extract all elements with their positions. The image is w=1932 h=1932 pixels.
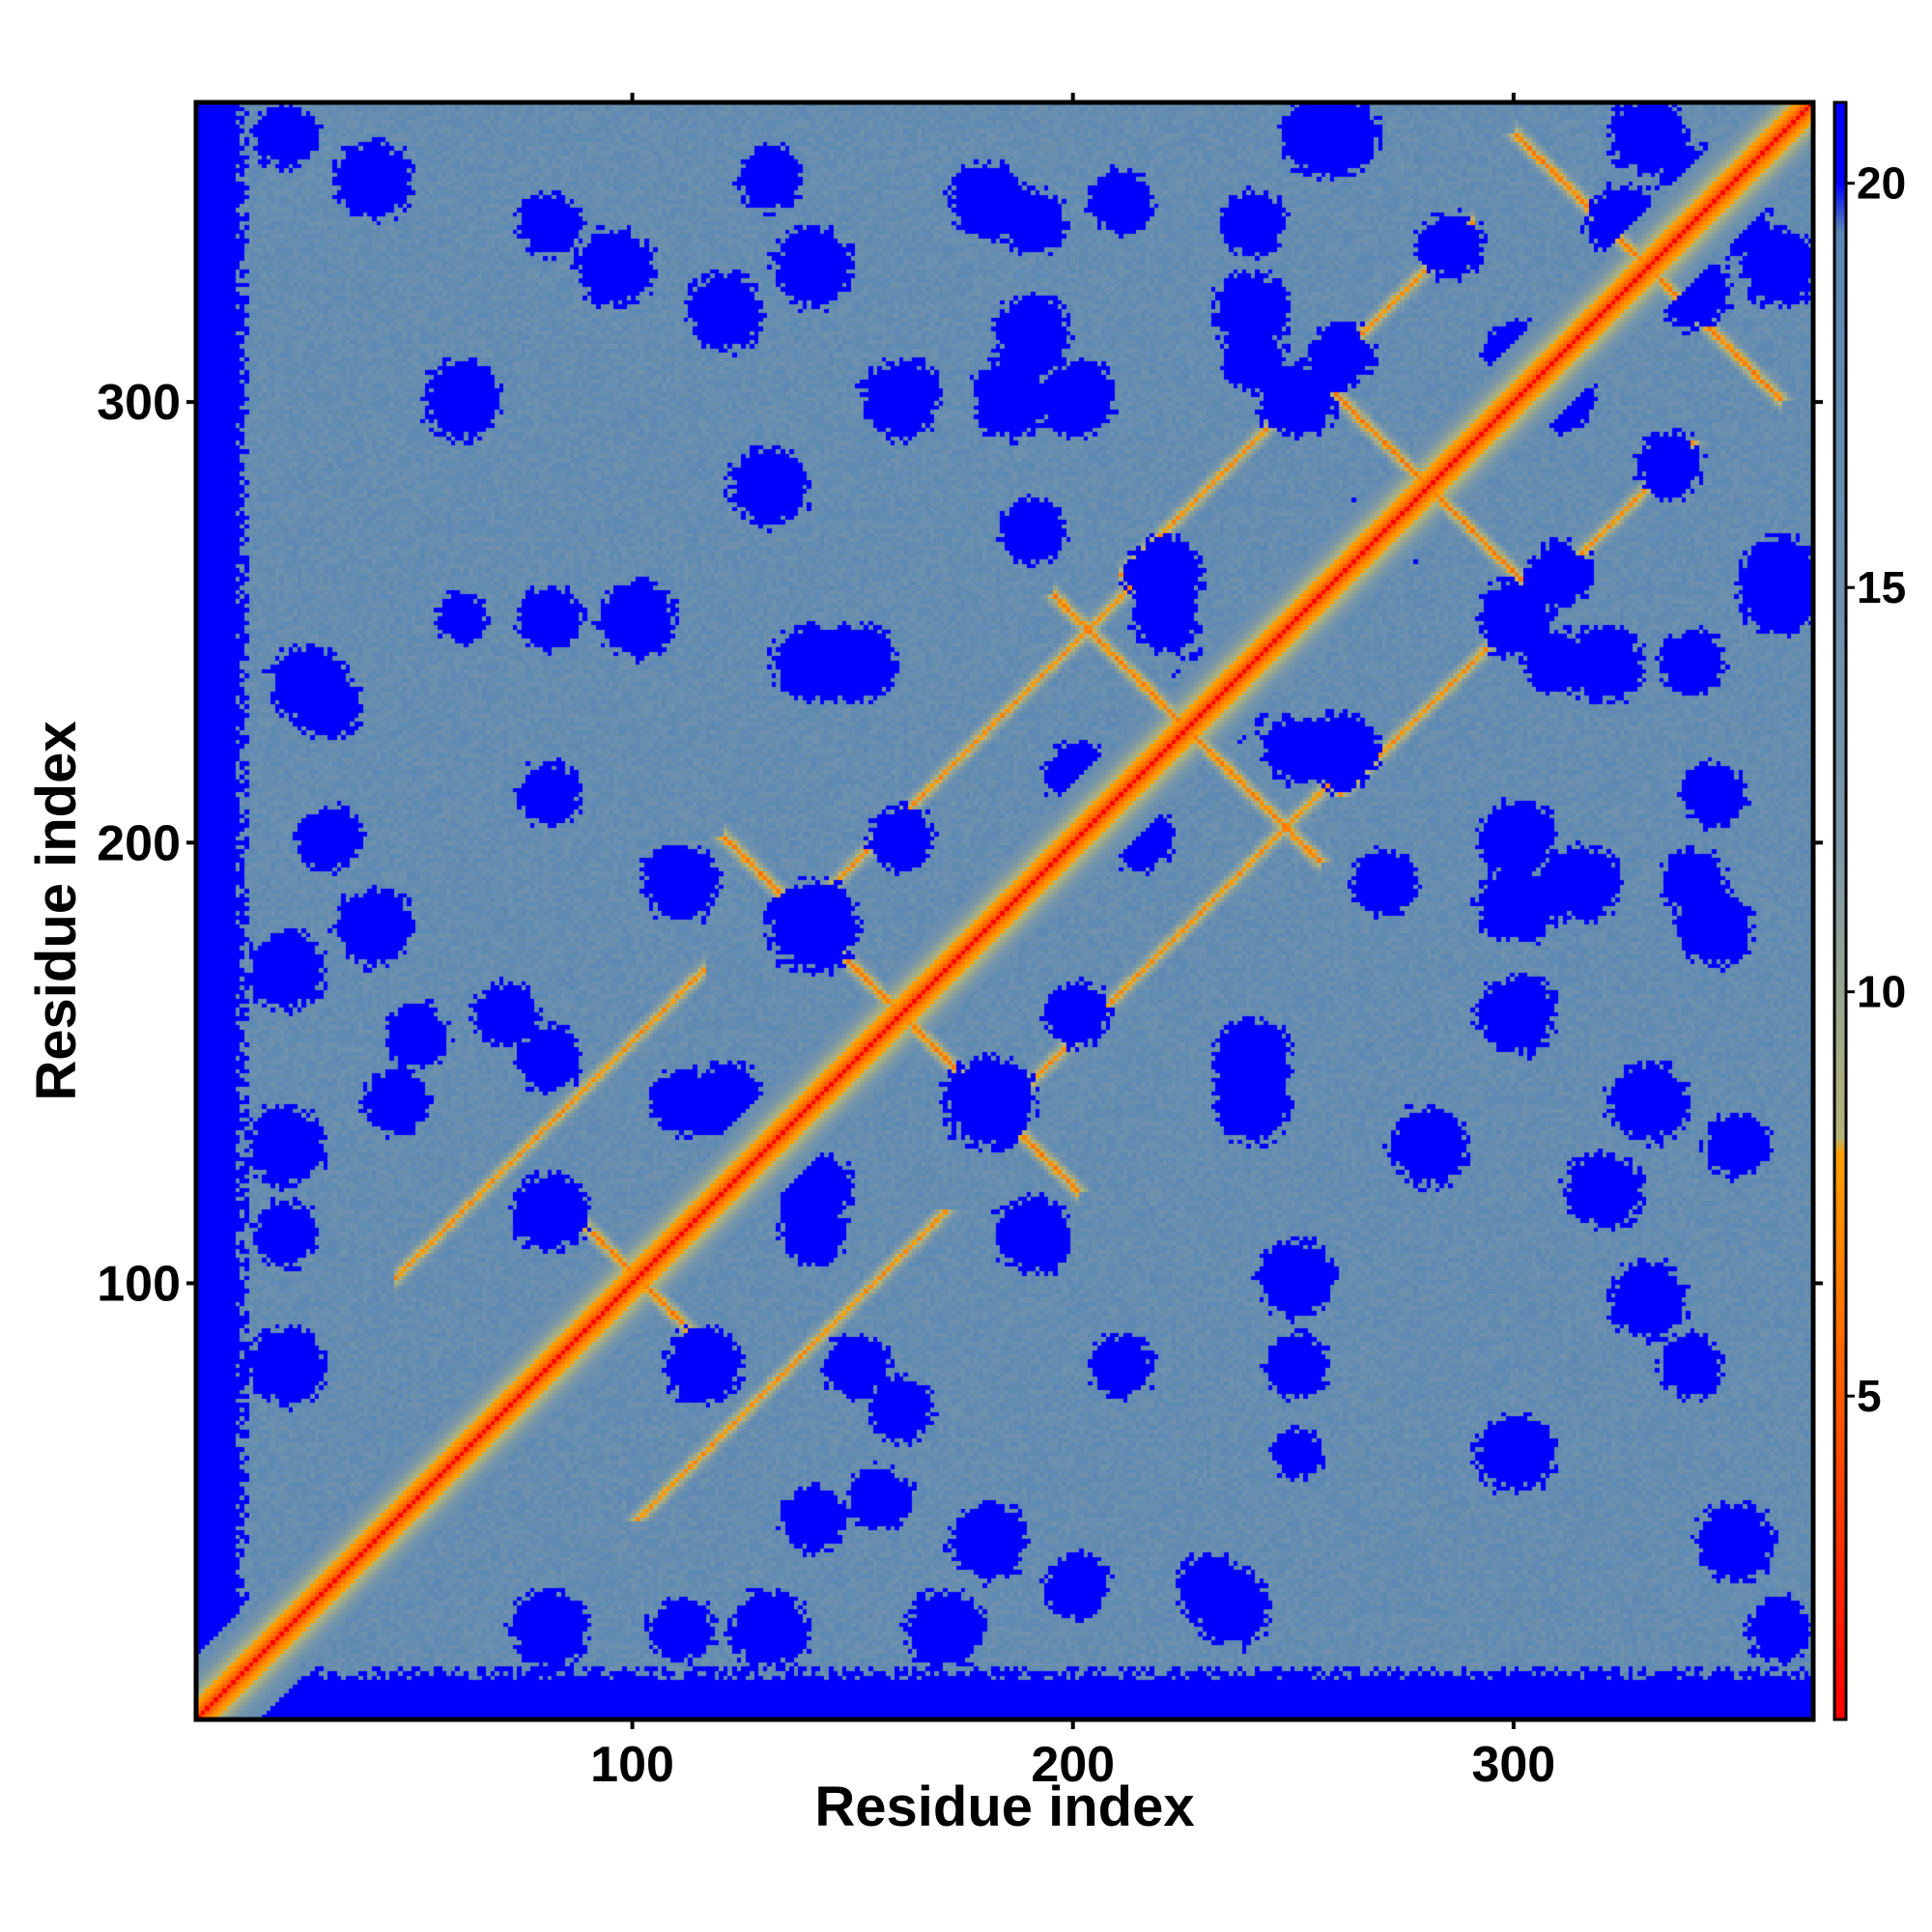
x-tick-label-200: 200 — [1031, 1737, 1115, 1793]
plot-frame — [193, 99, 1816, 1722]
heatmap-area — [196, 102, 1813, 1719]
y-axis-label: Residue index — [25, 721, 88, 1100]
top-axis-ticks — [630, 93, 1516, 102]
colorbar-tick-label-15: 15 — [1857, 562, 1906, 612]
y-axis: 100 200 300 — [97, 375, 196, 1312]
y-tick-label-100: 100 — [97, 1256, 181, 1312]
x-tick-label-300: 300 — [1471, 1737, 1555, 1793]
y-tick-label-200: 200 — [97, 815, 181, 871]
colorbar-gradient — [1833, 100, 1848, 1721]
colorbar-ticks: 5 10 15 20 — [1846, 158, 1906, 1421]
colorbar-tick-label-10: 10 — [1857, 967, 1906, 1017]
colorbar: 5 10 15 20 — [1833, 100, 1906, 1721]
y-tick-label-300: 300 — [97, 375, 181, 431]
x-axis: 100 200 300 — [590, 1719, 1555, 1793]
x-axis-label: Residue index — [814, 1776, 1194, 1838]
colorbar-tick-label-5: 5 — [1857, 1371, 1882, 1421]
colorbar-tick-label-20: 20 — [1857, 158, 1906, 209]
right-axis-ticks — [1813, 400, 1823, 1286]
x-tick-label-100: 100 — [590, 1737, 674, 1793]
heatmap-canvas-holder — [196, 102, 1813, 1719]
distance-heatmap — [196, 102, 1813, 1719]
